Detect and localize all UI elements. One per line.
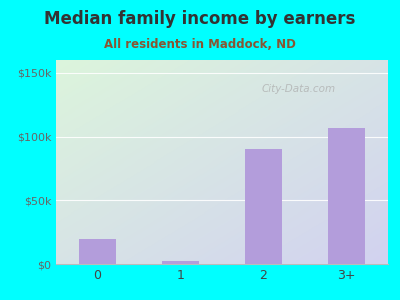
Text: All residents in Maddock, ND: All residents in Maddock, ND: [104, 38, 296, 50]
Text: Median family income by earners: Median family income by earners: [44, 11, 356, 28]
Bar: [79, 238, 116, 264]
Bar: [162, 261, 199, 264]
Bar: [245, 149, 282, 264]
Bar: [328, 128, 365, 264]
Text: City-Data.com: City-Data.com: [262, 85, 336, 94]
